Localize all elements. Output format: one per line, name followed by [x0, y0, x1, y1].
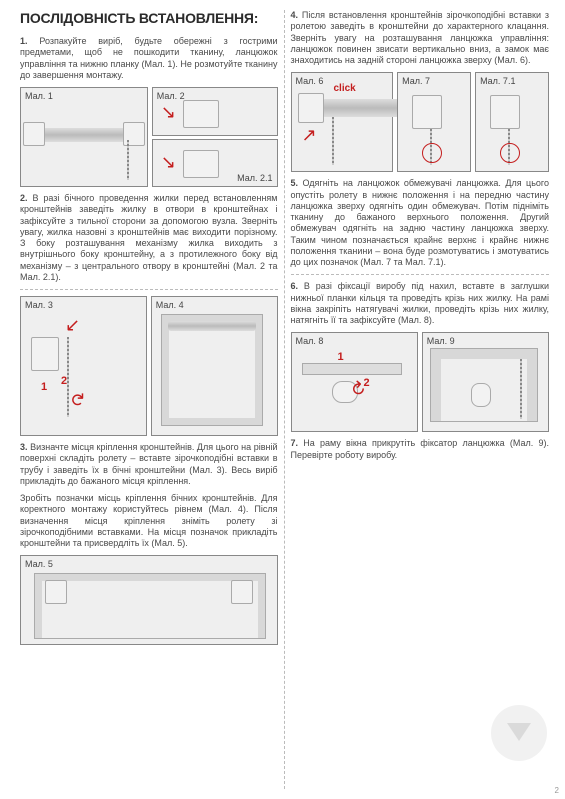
fig-4-label: Мал. 4	[156, 300, 184, 310]
fig-row-2: Мал. 3 ↙ 1 2 ↻ Мал. 4	[20, 296, 278, 436]
fig-row-4: Мал. 6 click ↗ Мал. 7 Мал. 7.1	[291, 72, 550, 172]
step-1: 1. Розпакуйте виріб, будьте обережні з г…	[20, 36, 278, 81]
figure-7-1: Мал. 7.1	[475, 72, 549, 172]
fig-5-label: Мал. 5	[25, 559, 53, 569]
step-3-num: 3.	[20, 442, 28, 452]
step-6: 6. В разі фіксації виробу під нахил, вст…	[291, 281, 550, 326]
step-4: 4. Після встановлення кронштейнів зірочк…	[291, 10, 550, 66]
fig-6-label: Мал. 6	[296, 76, 324, 86]
step-4-text: Після встановлення кронштейнів зірочкопо…	[291, 10, 550, 65]
click-label: click	[334, 83, 356, 94]
fig3-num1: 1	[41, 381, 47, 393]
step-6-num: 6.	[291, 281, 299, 291]
figure-8: Мал. 8 1 2 ↻	[291, 332, 418, 432]
step-5-text: Одягніть на ланцюжок обмежувачі ланцюжка…	[291, 178, 550, 267]
divider-left	[20, 289, 278, 290]
figure-2-1: Мал. 2.1 ↘	[152, 139, 278, 188]
fig3-num2: 2	[61, 375, 67, 387]
fig-71-label: Мал. 7.1	[480, 76, 515, 86]
step-7: 7. На раму вікна прикрутіть фіксатор лан…	[291, 438, 550, 461]
fig-21-label: Мал. 2.1	[237, 173, 272, 183]
fig-2-label: Мал. 2	[157, 91, 185, 101]
figure-2: Мал. 2 ↘	[152, 87, 278, 136]
fig-9-label: Мал. 9	[427, 336, 455, 346]
step-6-text: В разі фіксації виробу під нахил, вставт…	[291, 281, 550, 325]
step-3b: Зробіть позначки місць кріплення бічних …	[20, 493, 278, 549]
fig-7-label: Мал. 7	[402, 76, 430, 86]
step-1-text: Розпакуйте виріб, будьте обережні з гост…	[20, 36, 278, 80]
step-7-text: На раму вікна прикрутіть фіксатор ланцюж…	[291, 438, 550, 459]
fig-1-label: Мал. 1	[25, 91, 53, 101]
main-title: ПОСЛІДОВНІСТЬ ВСТАНОВЛЕННЯ:	[20, 10, 278, 26]
fig-row-1: Мал. 1 Мал. 2 ↘ Мал. 2.1 ↘	[20, 87, 278, 187]
right-column: 4. Після встановлення кронштейнів зірочк…	[285, 10, 556, 789]
step-5: 5. Одягніть на ланцюжок обмежувачі ланцю…	[291, 178, 550, 268]
step-3a: 3. Визначте місця кріплення кронштейнів.…	[20, 442, 278, 487]
fig-3-label: Мал. 3	[25, 300, 53, 310]
step-7-num: 7.	[291, 438, 299, 448]
step-3-text2: Зробіть позначки місць кріплення бічних …	[20, 493, 278, 548]
step-4-num: 4.	[291, 10, 299, 20]
figure-6: Мал. 6 click ↗	[291, 72, 394, 172]
fig-8-label: Мал. 8	[296, 336, 324, 346]
fig-row-3: Мал. 5	[20, 555, 278, 645]
step-1-num: 1.	[20, 36, 28, 46]
watermark-icon	[491, 705, 547, 761]
step-2-num: 2.	[20, 193, 28, 203]
step-2: 2. В разі бічного проведення жилки перед…	[20, 193, 278, 283]
fig-row-5: Мал. 8 1 2 ↻ Мал. 9	[291, 332, 550, 432]
step-2-text: В разі бічного проведення жилки перед вс…	[20, 193, 278, 282]
left-column: ПОСЛІДОВНІСТЬ ВСТАНОВЛЕННЯ: 1. Розпакуйт…	[14, 10, 285, 789]
divider-right	[291, 274, 550, 275]
fig8-num1: 1	[338, 351, 344, 363]
figure-5: Мал. 5	[20, 555, 278, 645]
figure-4: Мал. 4	[151, 296, 278, 436]
figure-9: Мал. 9	[422, 332, 549, 432]
page-number: 2	[555, 786, 559, 795]
step-3-text1: Визначте місця кріплення кронштейнів. Дл…	[20, 442, 278, 486]
figure-3: Мал. 3 ↙ 1 2 ↻	[20, 296, 147, 436]
step-5-num: 5.	[291, 178, 299, 188]
figure-1: Мал. 1	[20, 87, 148, 187]
figure-7: Мал. 7	[397, 72, 471, 172]
